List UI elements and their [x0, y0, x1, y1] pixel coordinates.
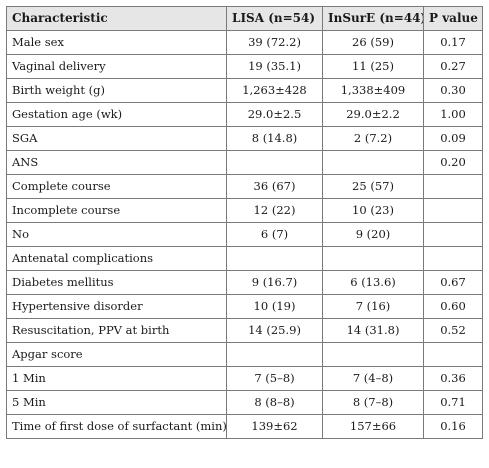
row-label: Complete course — [6, 174, 227, 199]
row-label: SGA — [6, 126, 227, 151]
table-row: Male sex 39 (72.2) 26 (59) 0.17 — [6, 30, 483, 55]
table-row: Antenatal complications — [6, 246, 483, 271]
header-lisa: LISA (n=54) — [226, 6, 323, 31]
lisa-value: 8 (14.8) — [226, 126, 323, 151]
lisa-value: 39 (72.2) — [226, 30, 323, 55]
row-label: Antenatal complications — [6, 246, 227, 271]
p-value: 0.17 — [423, 30, 483, 55]
header-insure: InSurE (n=44) — [322, 6, 424, 31]
table-row: No 6 (7) 9 (20) — [6, 222, 483, 247]
p-value: 1.00 — [423, 102, 483, 127]
table-row: Complete course 36 (67) 25 (57) — [6, 174, 483, 199]
row-label: 1 Min — [6, 366, 227, 391]
lisa-value: 36 (67) — [226, 174, 323, 199]
insure-value — [322, 150, 424, 175]
table-row: Diabetes mellitus 9 (16.7) 6 (13.6) 0.67 — [6, 270, 483, 295]
lisa-value: 29.0±2.5 — [226, 102, 323, 127]
row-label: ANS — [6, 150, 227, 175]
row-label: Vaginal delivery — [6, 54, 227, 79]
row-label: Hypertensive disorder — [6, 294, 227, 319]
table-row: Apgar score — [6, 342, 483, 367]
lisa-value: 139±62 — [226, 414, 323, 439]
lisa-value: 6 (7) — [226, 222, 323, 247]
insure-value — [322, 246, 424, 271]
row-label: Incomplete course — [6, 198, 227, 223]
header-row: Characteristic LISA (n=54) InSurE (n=44)… — [6, 6, 483, 31]
p-value: 0.30 — [423, 78, 483, 103]
p-value: 0.36 — [423, 366, 483, 391]
header-p-value: P value — [423, 6, 483, 31]
lisa-value: 12 (22) — [226, 198, 323, 223]
insure-value — [322, 342, 424, 367]
insure-value: 11 (25) — [322, 54, 424, 79]
insure-value: 157±66 — [322, 414, 424, 439]
insure-value: 6 (13.6) — [322, 270, 424, 295]
insure-value: 7 (4–8) — [322, 366, 424, 391]
insure-value: 29.0±2.2 — [322, 102, 424, 127]
header-characteristic: Characteristic — [6, 6, 227, 31]
lisa-value: 1,263±428 — [226, 78, 323, 103]
row-label: Diabetes mellitus — [6, 270, 227, 295]
p-value — [423, 198, 483, 223]
insure-value: 7 (16) — [322, 294, 424, 319]
lisa-value: 10 (19) — [226, 294, 323, 319]
table-row: Time of first dose of surfactant (min) 1… — [6, 414, 483, 439]
lisa-value: 8 (8–8) — [226, 390, 323, 415]
row-label: Apgar score — [6, 342, 227, 367]
lisa-value — [226, 150, 323, 175]
table-row: Birth weight (g) 1,263±428 1,338±409 0.3… — [6, 78, 483, 103]
table-row: SGA 8 (14.8) 2 (7.2) 0.09 — [6, 126, 483, 151]
table-row: 5 Min 8 (8–8) 8 (7–8) 0.71 — [6, 390, 483, 415]
p-value — [423, 342, 483, 367]
p-value: 0.52 — [423, 318, 483, 343]
insure-value: 25 (57) — [322, 174, 424, 199]
table-row: Incomplete course 12 (22) 10 (23) — [6, 198, 483, 223]
p-value — [423, 246, 483, 271]
row-label: Time of first dose of surfactant (min) — [6, 414, 227, 439]
lisa-value: 14 (25.9) — [226, 318, 323, 343]
p-value: 0.67 — [423, 270, 483, 295]
characteristics-table: Characteristic LISA (n=54) InSurE (n=44)… — [6, 6, 483, 439]
row-label: Gestation age (wk) — [6, 102, 227, 127]
table-container: Characteristic LISA (n=54) InSurE (n=44)… — [6, 6, 483, 439]
lisa-value: 7 (5–8) — [226, 366, 323, 391]
p-value — [423, 222, 483, 247]
insure-value: 14 (31.8) — [322, 318, 424, 343]
lisa-value: 9 (16.7) — [226, 270, 323, 295]
p-value: 0.09 — [423, 126, 483, 151]
table-row: ANS 0.20 — [6, 150, 483, 175]
lisa-value: 19 (35.1) — [226, 54, 323, 79]
insure-value: 10 (23) — [322, 198, 424, 223]
lisa-value — [226, 342, 323, 367]
row-label: Male sex — [6, 30, 227, 55]
row-label: Resuscitation, PPV at birth — [6, 318, 227, 343]
table-row: Vaginal delivery 19 (35.1) 11 (25) 0.27 — [6, 54, 483, 79]
p-value: 0.71 — [423, 390, 483, 415]
lisa-value — [226, 246, 323, 271]
p-value — [423, 174, 483, 199]
insure-value: 8 (7–8) — [322, 390, 424, 415]
row-label: No — [6, 222, 227, 247]
insure-value: 2 (7.2) — [322, 126, 424, 151]
table-row: 1 Min 7 (5–8) 7 (4–8) 0.36 — [6, 366, 483, 391]
p-value: 0.20 — [423, 150, 483, 175]
p-value: 0.60 — [423, 294, 483, 319]
p-value: 0.27 — [423, 54, 483, 79]
row-label: 5 Min — [6, 390, 227, 415]
table-row: Hypertensive disorder 10 (19) 7 (16) 0.6… — [6, 294, 483, 319]
p-value: 0.16 — [423, 414, 483, 439]
insure-value: 9 (20) — [322, 222, 424, 247]
insure-value: 1,338±409 — [322, 78, 424, 103]
insure-value: 26 (59) — [322, 30, 424, 55]
table-row: Gestation age (wk) 29.0±2.5 29.0±2.2 1.0… — [6, 102, 483, 127]
row-label: Birth weight (g) — [6, 78, 227, 103]
table-row: Resuscitation, PPV at birth 14 (25.9) 14… — [6, 318, 483, 343]
